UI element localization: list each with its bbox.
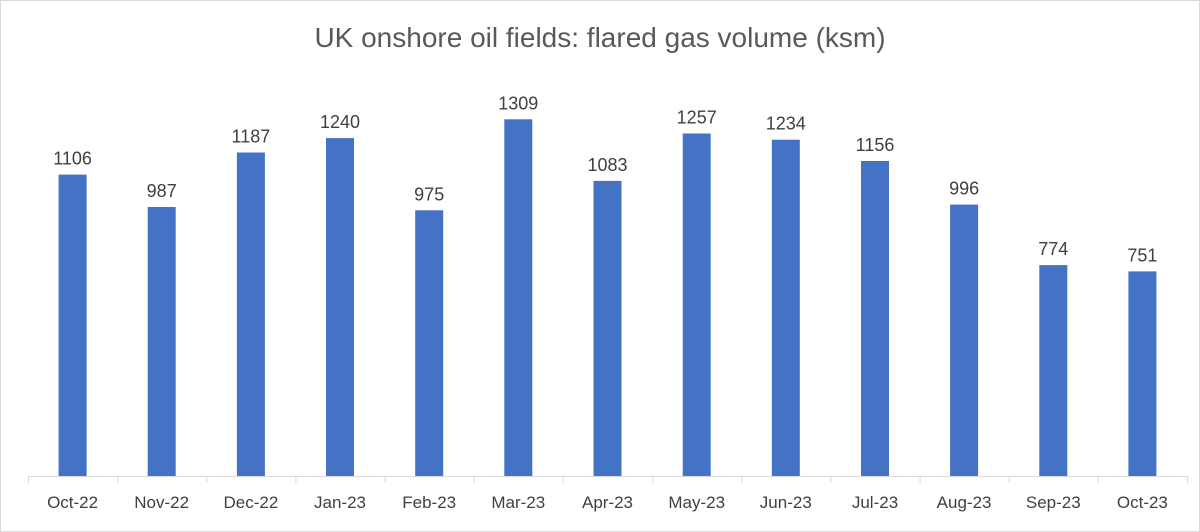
x-tick-label: Dec-22 [223, 493, 278, 512]
data-label: 1156 [856, 135, 895, 155]
data-label: 1309 [498, 93, 538, 113]
data-label: 1106 [53, 149, 92, 169]
bar-may-23 [682, 133, 711, 476]
x-tick-label: Oct-23 [1117, 493, 1168, 512]
data-label: 987 [147, 181, 177, 201]
x-tick-label: Feb-23 [402, 493, 456, 512]
chart-title: UK onshore oil fields: flared gas volume… [314, 22, 886, 53]
x-tick-label: Mar-23 [491, 493, 545, 512]
bars-layer [58, 119, 1157, 477]
data-label: 1240 [320, 112, 360, 132]
bar-sep-23 [1039, 265, 1068, 476]
data-label: 1083 [587, 155, 627, 175]
bar-aug-23 [950, 204, 979, 476]
bar-feb-23 [415, 210, 444, 477]
data-label: 975 [414, 184, 444, 204]
data-label: 1257 [677, 108, 717, 128]
bar-mar-23 [504, 119, 533, 477]
x-axis: Oct-22 Nov-22 Dec-22 Jan-23 Feb-23 Mar-23 Apr-… [28, 476, 1188, 512]
x-tick-label: Jun-23 [760, 493, 812, 512]
data-label: 996 [949, 179, 979, 199]
bar-dec-22 [236, 152, 265, 476]
x-tick-label: Sep-23 [1026, 493, 1081, 512]
bar-apr-23 [593, 180, 622, 476]
x-tick-label: Nov-22 [134, 493, 189, 512]
x-tick-label: May-23 [668, 493, 725, 512]
data-label: 1187 [232, 127, 271, 147]
bar-oct-22 [58, 174, 87, 476]
bar-oct-23 [1128, 271, 1157, 476]
bar-jun-23 [771, 139, 800, 476]
x-tick-label: Oct-22 [47, 493, 98, 512]
data-label: 751 [1127, 245, 1157, 265]
bar-nov-22 [147, 207, 176, 476]
bar-jan-23 [326, 138, 354, 476]
data-labels-layer: 1106 987 1187 1240 975 1309 1083 1257 1234 1156 99… [53, 93, 1157, 265]
x-tick-label: Aug-23 [937, 493, 992, 512]
x-tick-label: Jan-23 [314, 493, 366, 512]
data-label: 774 [1038, 239, 1068, 259]
bar-jul-23 [861, 161, 889, 476]
data-label: 1234 [766, 114, 806, 134]
x-tick-label: Jul-23 [852, 493, 898, 512]
x-tick-label: Apr-23 [582, 493, 633, 512]
